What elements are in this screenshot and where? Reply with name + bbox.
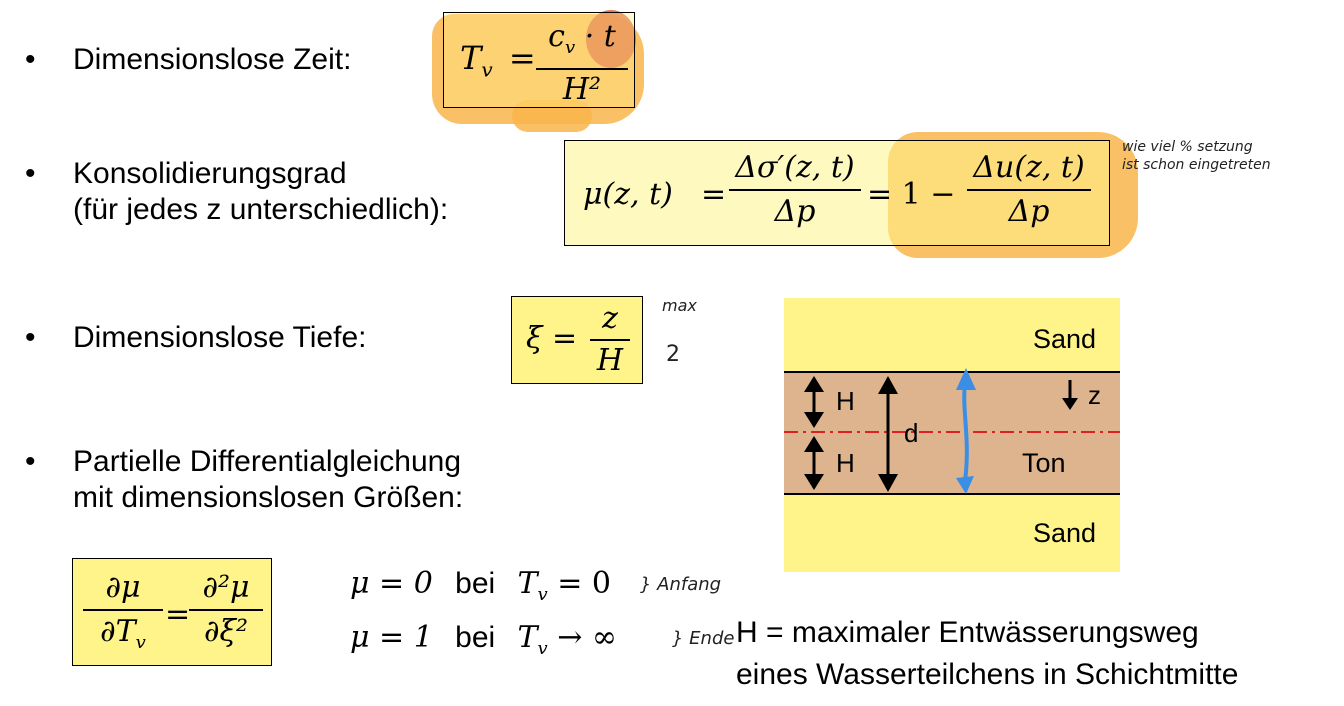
d-label: d — [904, 418, 918, 448]
xi-fraction: z H — [590, 299, 630, 381]
pde-fraction-left: ∂μ ∂Tv — [83, 567, 163, 664]
bullet-dimensionless-depth: • Dimensionslose Tiefe: — [25, 320, 367, 356]
sand-top-label: Sand — [1033, 324, 1096, 354]
h-lower-label: H — [836, 448, 855, 478]
mu-eq2: = 1 − — [867, 177, 956, 212]
handwritten-start: } Anfang — [640, 574, 722, 595]
bullet-dot: • — [25, 43, 36, 76]
pde-line2: mit dimensionslosen Größen: — [73, 481, 464, 514]
condition-start: μ = 0 bei Tv = 0 — [350, 566, 612, 605]
highlight-circle — [586, 10, 636, 68]
pde-fraction-right: ∂²μ ∂ξ² — [189, 567, 263, 653]
consolidation-line1: Konsolidierungsgrad — [73, 157, 347, 190]
caption-line2: eines Wasserteilchens in Schichtmitte — [736, 658, 1239, 691]
d-arrow — [878, 376, 898, 492]
mu-fraction2: Δu(z, t) Δp — [967, 147, 1091, 233]
diagram-caption: H = maximaler Entwässerungsweg eines Was… — [736, 612, 1238, 696]
condition-end: μ = 1 bei Tv → ∞ — [350, 620, 617, 659]
time-label: Dimensionslose Zeit: — [73, 43, 352, 76]
handwritten-note: wie viel % setzung ist schon eingetreten — [1122, 139, 1271, 173]
sand-bottom-label: Sand — [1033, 518, 1096, 548]
mu-lhs: μ(z, t) — [583, 177, 673, 212]
consolidation-line2: (für jedes z unterschiedlich): — [73, 193, 449, 226]
soil-layer-diagram: Sand Ton Sand H H d z — [784, 298, 1120, 572]
bullet-dimensionless-time: • Dimensionslose Zeit: — [25, 42, 352, 78]
bullet-consolidation: • Konsolidierungsgrad (für jedes z unter… — [25, 156, 449, 228]
h-upper-arrow — [804, 376, 824, 428]
pde-formula-box: ∂μ ∂Tv = ∂²μ ∂ξ² — [72, 558, 272, 666]
handwritten-end: } Ende — [672, 628, 735, 649]
highlight-marker — [512, 100, 592, 132]
tv-formula-box: Tv = cv · t H² — [443, 12, 635, 108]
pde-eq: = — [165, 597, 191, 632]
ton-label: Ton — [1022, 448, 1066, 478]
mu-eq1: = — [701, 177, 727, 212]
bullet-dot: • — [25, 445, 36, 478]
z-arrow — [1062, 380, 1078, 410]
z-label: z — [1088, 380, 1101, 410]
h-upper-label: H — [836, 386, 855, 416]
caption-line1: H = maximaler Entwässerungsweg — [736, 616, 1199, 649]
bullet-dot: • — [25, 321, 36, 354]
mu-fraction1: Δσ′(z, t) Δp — [729, 147, 861, 233]
depth-label: Dimensionslose Tiefe: — [73, 321, 367, 354]
xi-formula-box: ξ = z H — [511, 296, 643, 384]
bullet-dot: • — [25, 157, 36, 190]
tv-lhs: Tv = — [460, 39, 536, 82]
sand-layer-bottom — [784, 494, 1120, 572]
xi-lhs: ξ = — [526, 321, 578, 356]
h-lower-arrow — [804, 436, 824, 490]
handwritten-max: max — [662, 296, 697, 315]
bullet-pde: • Partielle Differentialgleichung mit di… — [25, 444, 464, 516]
mu-formula-box: μ(z, t) = Δσ′(z, t) Δp = 1 − Δu(z, t) Δp — [564, 140, 1110, 246]
pde-line1: Partielle Differentialgleichung — [73, 445, 462, 478]
tv-fraction: cv · t H² — [536, 17, 628, 110]
sand-layer-top — [784, 298, 1120, 372]
water-flow-arrow — [956, 368, 976, 494]
handwritten-two: 2 — [666, 342, 680, 367]
